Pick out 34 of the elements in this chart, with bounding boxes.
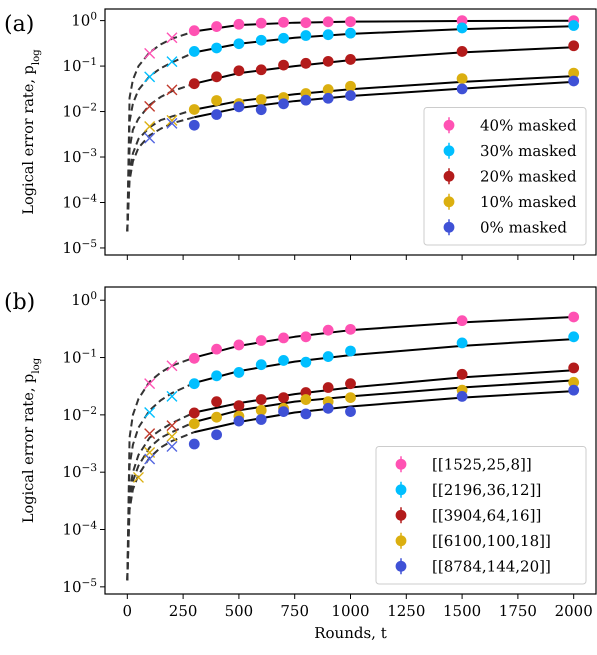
legend-label: [[1525,25,8]]: [432, 455, 532, 474]
legend-label: [[8784,144,20]]: [432, 557, 551, 576]
legend-label: 20% masked: [480, 167, 577, 186]
y-tick-label: 10$^{−3}$: [62, 462, 97, 482]
legend-label: 40% masked: [480, 116, 577, 134]
x-tick-label: 1250: [387, 602, 426, 620]
legend-label: [[3904,64,16]]: [432, 506, 542, 524]
x-axis-title: Rounds, t: [314, 624, 387, 642]
y-tick-label: 10$^{−5}$: [62, 576, 97, 596]
y-tick-label: 10$^{−5}$: [62, 238, 97, 257]
legend-label: [[6100,100,18]]: [432, 532, 551, 550]
x-tick-label: 1750: [498, 602, 537, 620]
chart-title: (a): [4, 12, 34, 37]
y-tick-label: 10$^{−2}$: [62, 404, 97, 424]
x-tick-label: 1000: [331, 602, 370, 620]
x-tick-label: 500: [224, 602, 254, 620]
y-tick-label: 10$^{0}$: [71, 10, 97, 30]
y-tick-label: 10$^{−2}$: [62, 102, 97, 121]
legend-label: 10% masked: [480, 192, 577, 211]
legend-label: [[2196,36,12]]: [432, 480, 542, 499]
x-tick-label: 2000: [554, 602, 593, 620]
y-tick-label: 10$^{0}$: [71, 290, 97, 310]
legend-label: 0% masked: [480, 218, 568, 236]
x-tick-label: 1500: [442, 602, 482, 620]
y-tick-label: 10$^{−1}$: [62, 56, 97, 76]
x-tick-label: 250: [168, 602, 198, 620]
y-tick-label: 10$^{−4}$: [62, 192, 98, 212]
y-tick-label: 10$^{−4}$: [62, 520, 98, 539]
x-tick-label: 750: [280, 602, 310, 620]
legend-label: 30% masked: [480, 142, 577, 160]
x-tick-label: 0: [122, 602, 132, 620]
y-tick-label: 10$^{−3}$: [62, 147, 97, 166]
y-tick-label: 10$^{−1}$: [62, 348, 97, 367]
chart-title: (b): [4, 290, 36, 315]
